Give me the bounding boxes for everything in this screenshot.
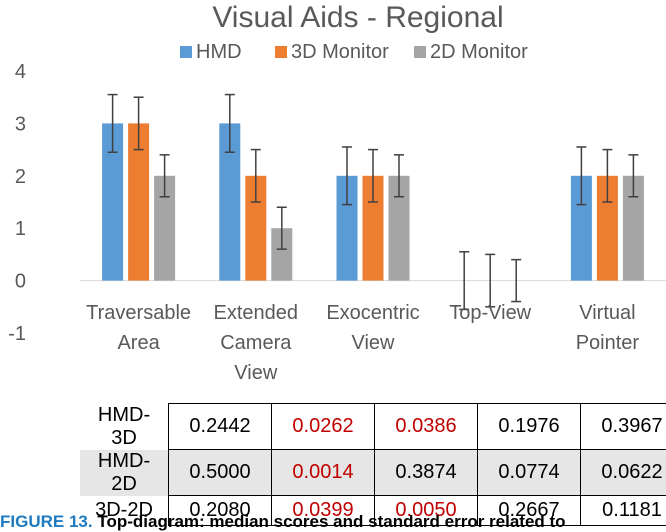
category-label: Top-View: [449, 302, 531, 324]
y-tick-label: 4: [15, 61, 26, 83]
table-cell: 0.3874: [375, 450, 478, 496]
y-axis: 4 3 2 1 0 -1: [8, 61, 26, 345]
y-tick-label: 0: [15, 271, 26, 293]
legend-swatch: [414, 46, 426, 58]
table-cell: 0.0622: [581, 450, 666, 496]
category-label: Exocentric: [326, 302, 419, 324]
category-label: Virtual: [579, 302, 635, 324]
category-label: Camera: [220, 332, 292, 354]
row-label: HMD-3D: [80, 404, 169, 450]
table-cell: 0.2442: [169, 404, 272, 450]
table-cell: 0.0386: [375, 404, 478, 450]
y-tick-label: -1: [8, 323, 26, 345]
table-cell: 0.5000: [169, 450, 272, 496]
table-cell: 0.0014: [272, 450, 375, 496]
category-label: View: [352, 332, 396, 354]
category-label: Traversable: [86, 302, 191, 324]
table-cell: 0.3967: [581, 404, 666, 450]
bar-chart: Visual Aids - Regional HMD 3D Monitor 2D M…: [0, 0, 666, 395]
legend-label: 3D Monitor: [291, 41, 389, 63]
category-label: Pointer: [576, 332, 640, 354]
legend-label: HMD: [196, 41, 242, 63]
legend-swatch: [275, 46, 287, 58]
legend-label: 2D Monitor: [430, 41, 528, 63]
caption-text: Top-diagram: median scores and standard …: [97, 512, 565, 531]
figure-label: FIGURE 13.: [0, 512, 93, 531]
y-tick-label: 3: [15, 113, 26, 135]
legend: HMD 3D Monitor 2D Monitor: [180, 41, 528, 63]
table-cell: 0.1976: [478, 404, 581, 450]
table-cell: 0.0774: [478, 450, 581, 496]
table-cell: 0.1181: [581, 496, 666, 526]
table-cell: 0.0262: [272, 404, 375, 450]
y-tick-label: 2: [15, 166, 26, 188]
figure-caption: FIGURE 13. Top-diagram: median scores an…: [0, 512, 566, 532]
category-label: Area: [117, 332, 160, 354]
row-label: HMD-2D: [80, 450, 169, 496]
category-label: View: [234, 362, 278, 384]
chart-title: Visual Aids - Regional: [212, 1, 503, 34]
y-tick-label: 1: [15, 218, 26, 240]
category-labels: Traversable Area Extended Camera View Exocent…: [86, 302, 639, 384]
category-label: Extended: [214, 302, 299, 324]
legend-swatch: [180, 46, 192, 58]
